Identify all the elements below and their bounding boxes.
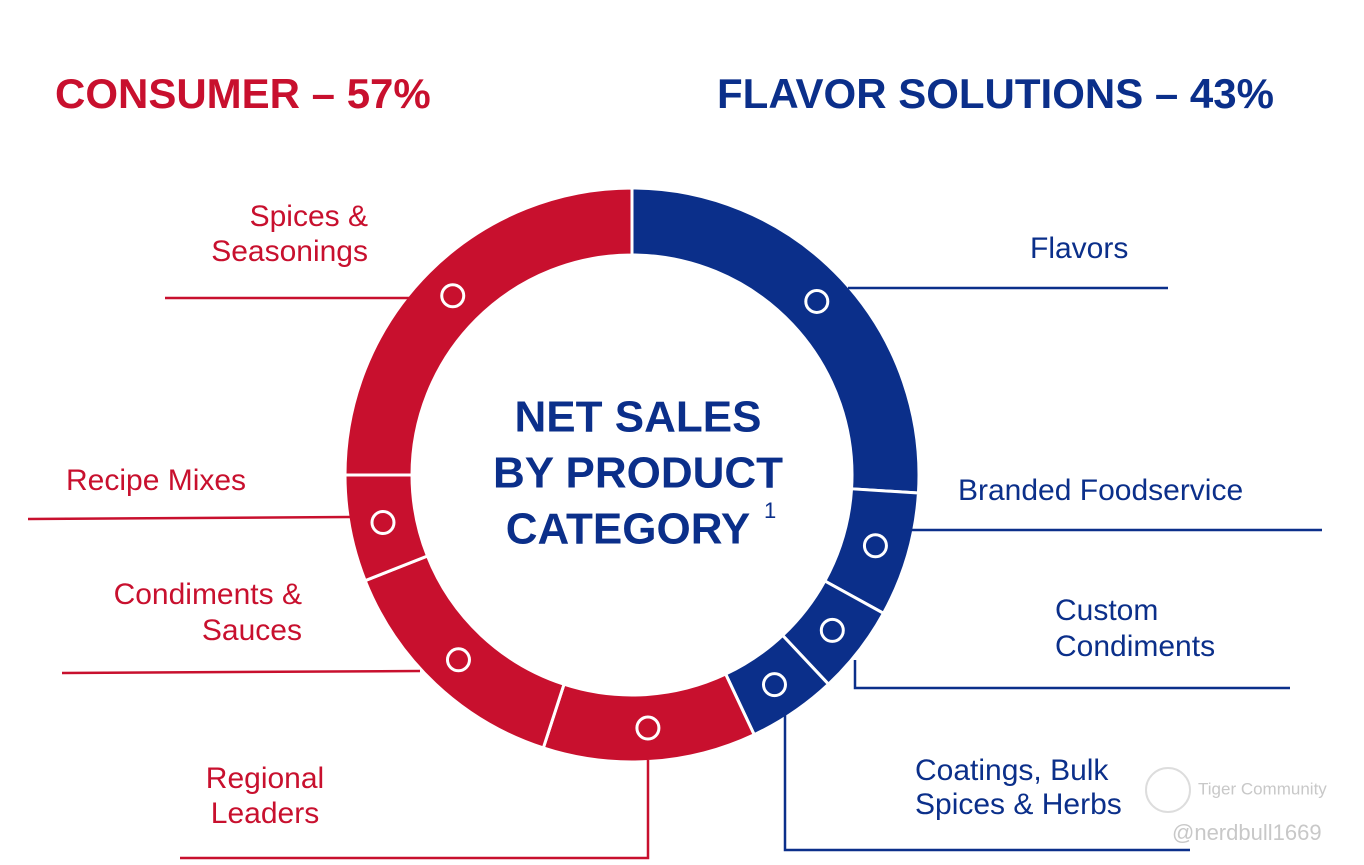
center-text: BY PRODUCT [493,449,783,498]
category-label: Condiments [1055,630,1215,663]
category-label: Spices & Herbs [915,788,1122,821]
group-header: FLAVOR SOLUTIONS – 43% [717,70,1274,117]
group-header: CONSUMER – 57% [55,70,431,117]
segment-marker [635,715,661,741]
leader-line [61,669,421,675]
leader-line [853,660,1290,690]
watermark: @nerdbull1669 [1172,820,1322,845]
segment-marker [862,533,888,559]
segment-marker [370,510,396,536]
watermark: Tiger Community [1198,779,1327,798]
segment-marker [819,617,845,643]
segment-marker [440,283,466,309]
category-label: Spices & [250,200,368,233]
category-label: Regional [206,762,324,795]
leader-line [180,760,650,860]
footnote-mark: 1 [764,498,776,523]
category-label: Leaders [211,797,319,830]
center-text: NET SALES [515,393,762,442]
category-label: Flavors [1030,232,1128,265]
category-label: Sauces [202,614,302,647]
segment-marker [445,647,471,673]
watermark-logo [1145,767,1191,813]
donut-segment [343,186,634,477]
category-label: Coatings, Bulk [915,754,1109,787]
category-label: Branded Foodservice [958,474,1243,507]
category-label: Recipe Mixes [66,464,246,497]
center-text: CATEGORY [506,505,750,554]
category-label: Condiments & [114,578,302,611]
category-label: Custom [1055,594,1158,627]
leader-line [783,715,1190,852]
leader-line [27,515,351,521]
segment-marker [761,672,787,698]
segment-marker [804,288,830,314]
donut [343,186,921,764]
category-label: Seasonings [211,235,368,268]
